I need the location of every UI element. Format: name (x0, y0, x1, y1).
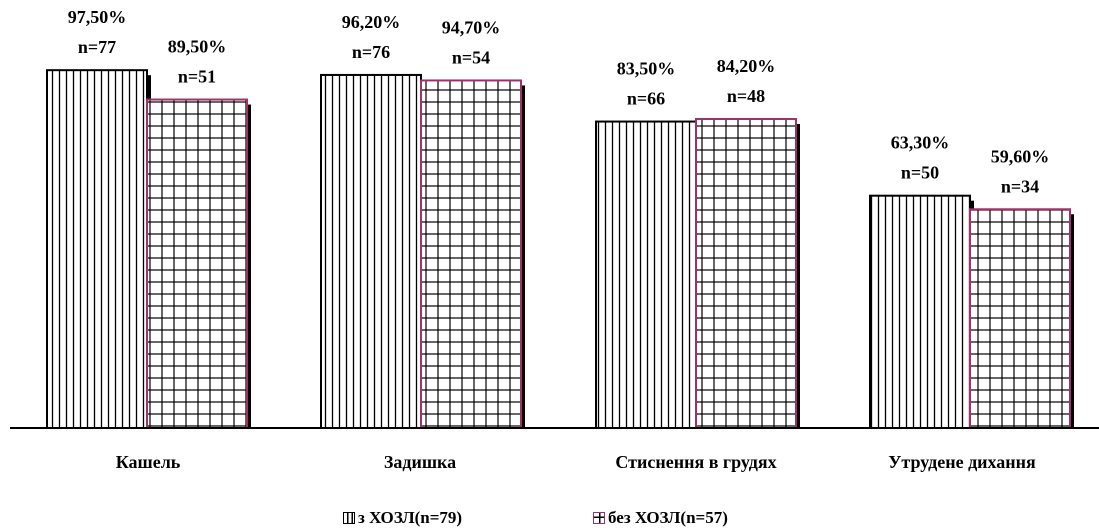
x-tick-label: Задишка (384, 452, 456, 472)
data-label-n: n=54 (452, 47, 490, 67)
data-label-percent: 84,20% (717, 56, 776, 76)
bar-shadow (796, 123, 800, 429)
legend-item-series-1: з ХОЗЛ(n=79) (343, 508, 462, 528)
x-tick-label: Утрудене дихання (888, 452, 1036, 472)
bar-2-1 (146, 98, 248, 429)
bar-shadow (247, 104, 251, 428)
data-label-n: n=50 (901, 163, 939, 183)
data-label-n: n=77 (78, 37, 116, 57)
bar-shadow (521, 85, 525, 429)
legend-swatch-series-2 (593, 512, 605, 524)
data-label-percent: 59,60% (991, 146, 1050, 166)
bar-2-3 (695, 117, 797, 430)
legend-label-series-2: без ХОЗЛ(n=57) (608, 508, 728, 527)
bar-1-1 (46, 69, 148, 430)
data-label-n: n=34 (1001, 176, 1039, 196)
legend-swatch-series-1 (343, 512, 355, 524)
legend-label-series-1: з ХОЗЛ(n=79) (358, 508, 463, 527)
data-label-percent: 97,50% (68, 7, 127, 27)
bar-chart: 97,50% n=77 96,20% n=76 83,50% n=66 63,30% n=50… (10, 7, 1099, 472)
data-label-percent: 83,50% (617, 59, 676, 79)
bar-1-2 (320, 73, 422, 429)
data-label-percent: 94,70% (442, 17, 501, 37)
bar-1-3 (595, 120, 697, 430)
legend-item-series-2: без ХОЗЛ(n=57) (593, 508, 728, 528)
bar-2-2 (420, 79, 522, 430)
data-label-percent: 89,50% (168, 37, 227, 57)
data-label-n: n=66 (627, 89, 665, 109)
bar-1-4 (869, 194, 971, 429)
x-tick-label: Кашель (116, 452, 181, 472)
data-label-n: n=76 (352, 42, 390, 62)
bar-2-4 (969, 208, 1071, 429)
data-label-n: n=51 (178, 67, 216, 87)
bar-shadow (1070, 214, 1074, 428)
x-tick-label: Стиснення в грудях (615, 452, 776, 472)
data-label-percent: 96,20% (342, 12, 401, 32)
data-label-n: n=48 (727, 86, 765, 106)
data-label-percent: 63,30% (891, 133, 950, 153)
